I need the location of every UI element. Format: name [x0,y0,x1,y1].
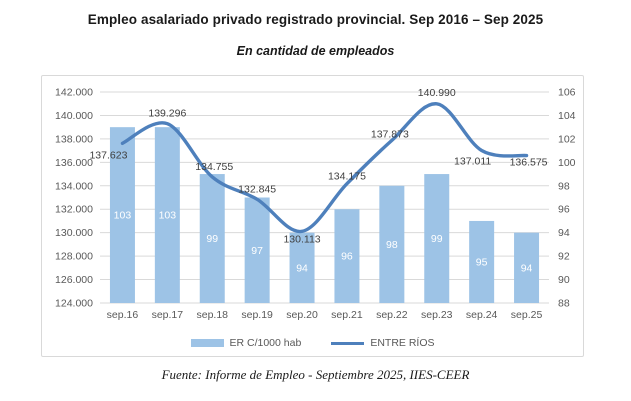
chart-container: 142.000 106 140.000 104 138.000 102 136.000 100… [41,75,584,357]
legend-label-bar-series: ER C/1000 hab [229,337,302,349]
line-value-label: 137.623 [89,149,127,161]
bar-value-label: 97 [251,245,263,257]
left-axis-tick-label: 124.000 [55,298,93,310]
x-axis-label: sep.18 [196,309,228,321]
left-axis-tick-label: 134.000 [55,180,93,192]
bar [154,127,180,303]
trend-line [120,102,529,234]
chart-plot: 142.000 106 140.000 104 138.000 102 136.000 100… [55,87,576,322]
line-series-swatch-icon [331,341,365,345]
chart-subtitle: En cantidad de empleados [236,44,395,58]
bar-value-label: 94 [521,262,533,274]
left-axis-tick-label: 128.000 [55,251,93,263]
left-axis-tick-label: 142.000 [55,87,93,99]
line-value-label: 137.873 [371,128,409,140]
left-axis-tick-label: 138.000 [55,133,93,145]
right-axis-tick-label: 90 [558,274,570,286]
right-axis-tick-label: 98 [558,180,570,192]
left-axis-tick-label: 136.000 [55,157,93,169]
x-axis-label: sep.19 [241,309,273,321]
right-axis-tick-label: 104 [558,110,576,122]
bar [289,232,315,303]
bar-value-label: 99 [206,233,218,245]
line-value-label: 136.575 [510,157,548,169]
line-value-label: 140.990 [418,87,456,99]
chart-legend: ER C/1000 hab ENTRE RÍOS [42,337,583,349]
bar [244,197,270,303]
legend-label-line-series: ENTRE RÍOS [370,337,435,349]
right-axis-tick-label: 102 [558,133,576,145]
right-axis-tick-label: 94 [558,227,570,239]
bar-value-label: 99 [431,233,443,245]
bar-value-label: 94 [296,262,308,274]
bar-value-label: 103 [159,210,177,222]
left-axis-tick-label: 130.000 [55,227,93,239]
x-axis-label: sep.20 [286,309,318,321]
bar-value-label: 98 [386,239,398,251]
bar [334,209,360,303]
right-axis-tick-label: 92 [558,251,570,263]
right-axis-tick-label: 100 [558,157,576,169]
legend-item-bar-series: ER C/1000 hab [190,337,302,349]
x-axis-label: sep.17 [152,309,184,321]
x-axis-label: sep.21 [331,309,363,321]
left-axis-tick-label: 126.000 [55,274,93,286]
line-value-label: 137.011 [454,155,491,167]
x-axis-label: sep.24 [466,309,498,321]
line-value-label: 139.296 [148,108,186,120]
x-axis-label: sep.23 [421,309,453,321]
bar [109,127,135,303]
bar [514,232,540,303]
right-axis-tick-label: 96 [558,204,570,216]
bar [379,185,405,303]
left-axis-tick-label: 132.000 [55,204,93,216]
bar-value-label: 95 [476,256,488,268]
bar-value-label: 103 [114,210,132,222]
line-value-label: 134.755 [195,161,233,173]
left-axis-tick-label: 140.000 [55,110,93,122]
bar-series-swatch-icon [190,339,224,347]
right-axis-tick-label: 106 [558,87,576,99]
line-value-label: 132.845 [238,183,276,195]
line-value-label: 130.113 [283,233,320,245]
line-value-label: 134.175 [328,171,366,183]
x-axis-label: sep.22 [376,309,408,321]
chart-title: Empleo asalariado privado registrado pro… [87,12,544,27]
bar [199,174,225,303]
bar [424,174,450,303]
legend-item-line-series: ENTRE RÍOS [331,337,435,349]
x-axis-label: sep.25 [511,309,543,321]
bar [469,220,495,303]
source-note: Fuente: Informe de Empleo - Septiembre 2… [161,367,470,382]
bar-value-label: 96 [341,251,353,263]
x-axis-label: sep.16 [107,309,139,321]
right-axis-tick-label: 88 [558,298,570,310]
